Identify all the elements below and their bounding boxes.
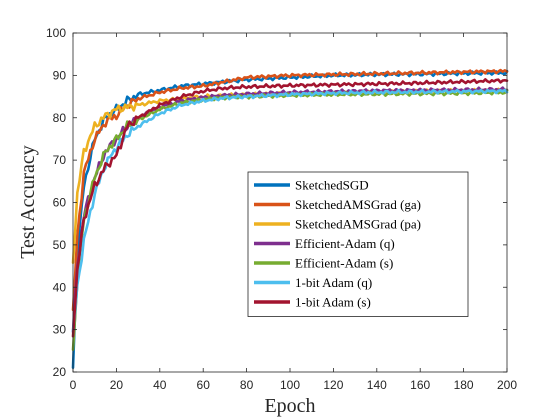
legend-label: SketchedSGD bbox=[295, 178, 369, 193]
y-axis-title: Test Accuracy bbox=[17, 145, 39, 259]
x-tick-label: 60 bbox=[197, 378, 211, 392]
y-tick-label: 100 bbox=[46, 26, 66, 40]
x-tick-label: 40 bbox=[153, 378, 167, 392]
y-tick-label: 70 bbox=[53, 153, 67, 167]
x-tick-label: 140 bbox=[367, 378, 387, 392]
legend-label: SketchedAMSGrad (ga) bbox=[295, 197, 421, 212]
x-tick-label: 100 bbox=[280, 378, 300, 392]
x-tick-label: 0 bbox=[70, 378, 77, 392]
legend-label: 1-bit Adam (q) bbox=[295, 275, 372, 290]
axis-ticks: 0 20 40 60 80 100 120 140 160 180 2002030405060708… bbox=[46, 26, 517, 392]
x-tick-label: 160 bbox=[410, 378, 430, 392]
legend-label: 1-bit Adam (s) bbox=[295, 295, 371, 310]
y-tick-label: 50 bbox=[53, 238, 67, 252]
legend-label: SketchedAMSGrad (pa) bbox=[295, 217, 421, 232]
x-tick-label: 120 bbox=[323, 378, 343, 392]
x-tick-label: 180 bbox=[454, 378, 474, 392]
y-tick-label: 40 bbox=[53, 280, 67, 294]
x-tick-label: 20 bbox=[110, 378, 124, 392]
series-line-6 bbox=[71, 88, 509, 333]
x-axis-title: Epoch bbox=[264, 395, 315, 417]
legend-label: Efficient-Adam (s) bbox=[295, 256, 393, 271]
series-lines bbox=[71, 68, 509, 370]
y-tick-label: 80 bbox=[53, 111, 67, 125]
series-line-2 bbox=[71, 68, 509, 312]
series-line-7 bbox=[71, 78, 509, 338]
legend-label: Efficient-Adam (q) bbox=[295, 236, 395, 251]
y-tick-label: 20 bbox=[53, 365, 67, 379]
y-tick-label: 60 bbox=[53, 196, 67, 210]
y-tick-label: 30 bbox=[53, 323, 67, 337]
x-tick-label: 80 bbox=[240, 378, 254, 392]
x-tick-label: 200 bbox=[497, 378, 517, 392]
legend: SketchedSGD SketchedAMSGrad (ga) SketchedA… bbox=[247, 171, 469, 317]
y-tick-label: 90 bbox=[53, 68, 67, 82]
